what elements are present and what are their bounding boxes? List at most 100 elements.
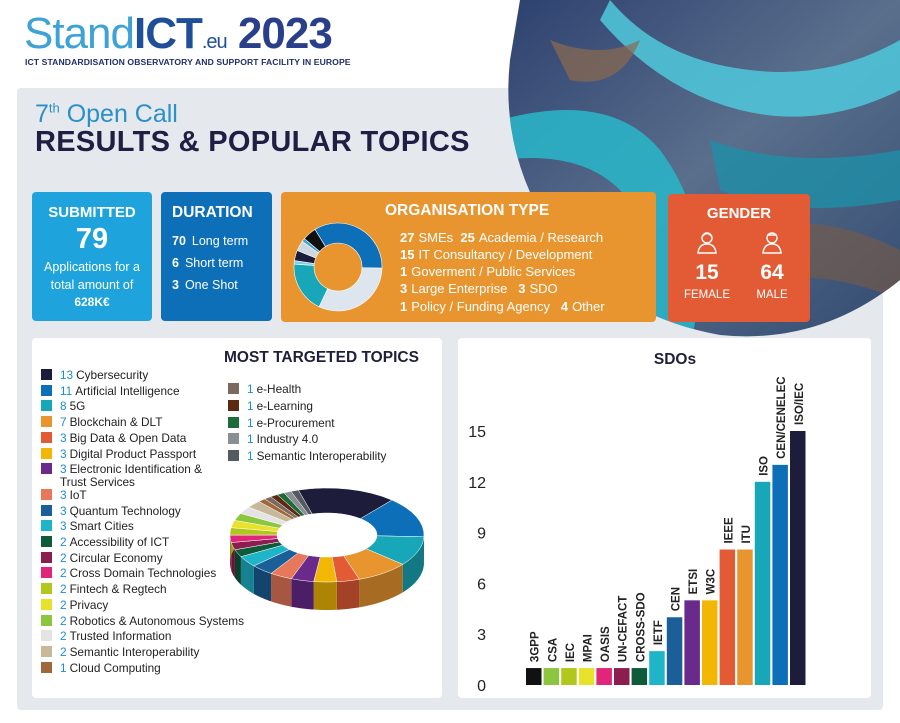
topic-count: 2	[60, 597, 67, 612]
duration-label: One Shot	[184, 278, 238, 292]
sdo-bar-label: OASIS	[600, 626, 612, 662]
topic-swatch	[41, 645, 52, 657]
y-tick-label: 9	[477, 526, 486, 543]
topic-count: 13	[60, 368, 74, 382]
topic-count: 8	[60, 399, 67, 414]
org-donut-slice	[318, 267, 383, 312]
y-tick-label: 12	[468, 475, 486, 492]
topic-label: Trusted Information	[69, 629, 172, 644]
topic-label: Industry 4.0	[256, 432, 319, 447]
female-person-icon	[697, 232, 717, 254]
org-count: 1	[400, 299, 408, 314]
sdo-bar-label: CEN	[671, 587, 683, 611]
topics-panel: MOST TARGETED TOPICS 13 Cybersecurity 1 1 Ar…	[32, 338, 442, 698]
topic-count: 3	[60, 430, 67, 445]
topic-label: Semantic Interoperability	[256, 449, 387, 464]
topic-legend-item: 2 Cross Domain Technologies	[41, 567, 216, 580]
topic-label: Cloud Computing	[69, 660, 161, 675]
sdo-bar	[737, 549, 753, 685]
topic-swatch	[228, 399, 239, 411]
topic-count: 1	[247, 398, 254, 413]
topic-count: 1	[247, 432, 254, 447]
sdo-bar-label: ETSI	[688, 569, 700, 595]
topic-legend-item: 2 Robotics & Autonomous Systems	[41, 613, 244, 628]
topic-label: IoT	[69, 487, 87, 502]
topic-label: Electronic Identification &	[69, 462, 203, 477]
submitted-count: 79	[75, 223, 109, 255]
org-heading: ORGANISATION TYPE	[385, 202, 550, 219]
duration-label: Long term	[191, 234, 249, 248]
org-label: Other	[572, 299, 605, 314]
topic-donut-side	[313, 581, 337, 610]
sdo-bar-label: UN-CEFACT	[618, 596, 630, 662]
duration-row: 3 One Shot	[172, 278, 272, 292]
topic-label: e-Procurement	[256, 415, 335, 430]
topic-legend-item: 3 Big Data & Open Data	[41, 430, 186, 445]
call-number: 7	[35, 100, 49, 128]
topic-legend-item: 3 Quantum Technology	[41, 503, 181, 518]
org-label: Goverment / Public Services	[411, 264, 576, 279]
topic-swatch	[41, 661, 52, 673]
submitted-amount: 628K€	[74, 295, 110, 309]
topic-swatch	[41, 583, 52, 595]
sdo-bar	[614, 668, 630, 685]
female-label: FEMALE	[683, 289, 730, 301]
topic-label: Digital Product Passport	[69, 446, 197, 461]
topic-swatch	[41, 431, 52, 443]
sdo-bar-chart: SDOs 0 3 6 9 12 15 3GPP CSA IEC MPAI OASIS UN-CEFACT…	[468, 351, 806, 695]
submitted-desc-1: Applications for a	[44, 260, 140, 274]
topic-swatch	[228, 416, 239, 428]
org-label: Academia / Research	[478, 230, 604, 245]
topic-label: Cross Domain Technologies	[69, 566, 217, 581]
topic-legend-item: 2 Circular Economy	[41, 551, 163, 565]
sdo-bar	[719, 549, 736, 685]
topic-legend-item: 8 5G	[41, 400, 85, 413]
topic-donut-side	[336, 579, 360, 610]
sdo-bar-label: W3C	[706, 569, 718, 595]
topic-swatch	[228, 433, 239, 445]
topic-label-cont: Trust Services	[60, 475, 135, 490]
sdo-bar-label: CSA	[547, 638, 559, 662]
topic-swatch	[41, 598, 52, 610]
topic-count: 3	[60, 462, 67, 477]
male-stat: 64 MALE	[742, 230, 802, 301]
org-line: 1 Goverment / Public Services	[400, 264, 575, 279]
topic-count: 3	[60, 487, 67, 502]
topic-legend-item: 13 Cybersecurity	[41, 369, 148, 382]
y-tick-label: 6	[477, 576, 486, 593]
topic-count: 1	[247, 449, 254, 464]
topic-label: Quantum Technology	[69, 503, 181, 518]
topic-label: e-Learning	[256, 398, 313, 413]
submitted-desc-2: total amount of	[50, 278, 134, 292]
topic-label: Smart Cities	[69, 519, 134, 534]
sdo-bar	[702, 600, 718, 685]
duration-heading: DURATION	[172, 204, 253, 221]
topic-legend-item: 2 Trusted Information	[41, 630, 171, 643]
topic-count: 1	[247, 382, 254, 396]
topic-donut-side	[359, 564, 403, 608]
topic-swatch	[41, 520, 52, 532]
sdo-bar	[543, 668, 560, 685]
submitted-card: SUBMITTED 79 Applications for a total am…	[32, 192, 152, 321]
logo-brand-c: .eu	[201, 31, 228, 53]
org-line: 15 IT Consultancy / Development	[400, 247, 592, 262]
org-count: 3	[400, 281, 408, 296]
female-count: 15	[695, 261, 719, 284]
male-count: 64	[760, 261, 784, 284]
topics-heading: MOST TARGETED TOPICS	[224, 349, 419, 366]
topic-swatch	[41, 416, 52, 428]
topic-legend-item: 2 Privacy	[41, 597, 109, 612]
topic-label: Robotics & Autonomous Systems	[69, 613, 244, 628]
topic-label: Artificial Intelligence	[75, 383, 180, 398]
duration-count: 3	[172, 278, 179, 292]
y-tick-label: 3	[477, 627, 486, 644]
org-label: IT Consultancy / Development	[418, 247, 593, 262]
topic-swatch	[41, 488, 52, 500]
org-count: 25	[460, 230, 475, 245]
topic-label: Privacy	[69, 597, 109, 612]
topic-donut-side	[240, 556, 254, 594]
topic-donut-side	[234, 549, 241, 585]
org-label: Large Enterprise	[411, 281, 508, 296]
topics-donut-chart	[229, 487, 425, 610]
topic-label: 5G	[69, 399, 86, 414]
